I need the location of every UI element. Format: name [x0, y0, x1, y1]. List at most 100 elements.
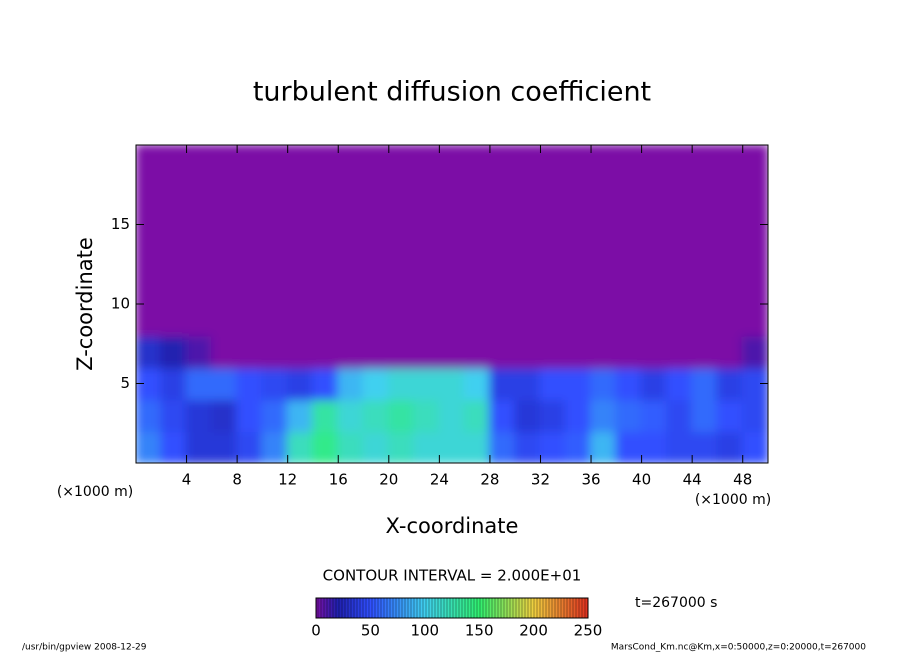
cell [741, 398, 768, 433]
cell [514, 271, 542, 305]
cell [136, 334, 163, 369]
cell [488, 145, 517, 178]
cell [236, 366, 264, 401]
cell [640, 366, 668, 401]
cell [136, 430, 163, 463]
cell [236, 430, 264, 463]
cell [488, 303, 517, 337]
cell [590, 145, 618, 178]
cell [261, 271, 289, 305]
cell [741, 334, 768, 369]
cell [691, 334, 719, 369]
cell [514, 175, 542, 210]
colorbar [315, 597, 589, 619]
cell [261, 207, 289, 242]
x-tick-label: 24 [430, 471, 449, 489]
cell [590, 366, 618, 401]
cell [615, 334, 643, 369]
cell [564, 366, 593, 401]
cell [665, 145, 694, 178]
cell [261, 145, 289, 178]
cell [362, 334, 390, 369]
cell [691, 398, 719, 433]
cell [210, 398, 239, 433]
cell [210, 239, 239, 274]
cell [716, 207, 744, 242]
cell [590, 271, 618, 305]
cell [691, 207, 719, 242]
cell [438, 398, 466, 433]
cell [463, 207, 491, 242]
cell [261, 239, 289, 274]
cell [261, 334, 289, 369]
cell [640, 239, 668, 274]
cell [716, 175, 744, 210]
cell [337, 175, 365, 210]
cell [590, 175, 618, 210]
cell [539, 430, 567, 463]
cell [236, 175, 264, 210]
cell [387, 398, 416, 433]
cell [185, 430, 213, 463]
plot-frame [135, 144, 769, 464]
cell [691, 303, 719, 337]
cell [286, 430, 314, 463]
cell [741, 430, 768, 463]
cell [286, 303, 314, 337]
cell [438, 271, 466, 305]
y-tick-label: 15 [111, 215, 130, 233]
cell [311, 145, 340, 178]
cell [665, 366, 694, 401]
cell [615, 398, 643, 433]
cell [311, 207, 340, 242]
cell [716, 303, 744, 337]
cell [210, 430, 239, 463]
cell [590, 303, 618, 337]
cell [438, 175, 466, 210]
cell [539, 303, 567, 337]
cell [236, 334, 264, 369]
cell [413, 398, 441, 433]
cell [463, 303, 491, 337]
cell [514, 366, 542, 401]
cell [337, 430, 365, 463]
cell [463, 145, 491, 178]
cell [640, 175, 668, 210]
cell [640, 334, 668, 369]
cell [185, 366, 213, 401]
cell [136, 145, 163, 178]
cell [413, 303, 441, 337]
cell [311, 334, 340, 369]
cell [160, 271, 188, 305]
x-tick-label: 20 [379, 471, 398, 489]
cell [286, 334, 314, 369]
cell [185, 239, 213, 274]
cell [716, 366, 744, 401]
cell [185, 271, 213, 305]
cell [160, 303, 188, 337]
cell [615, 239, 643, 274]
cell [387, 239, 416, 274]
cell [615, 366, 643, 401]
cell [615, 207, 643, 242]
cell [236, 239, 264, 274]
colorbar-tick-label: 150 [465, 622, 494, 640]
cell [716, 239, 744, 274]
cell [438, 207, 466, 242]
cell [665, 398, 694, 433]
x-tick-label: 28 [480, 471, 499, 489]
cell [362, 175, 390, 210]
colorbar-tick-label: 250 [574, 622, 603, 640]
cell [362, 430, 390, 463]
cell [210, 366, 239, 401]
y-tick-label: 10 [111, 295, 130, 313]
cell [286, 207, 314, 242]
cell [514, 303, 542, 337]
cell [665, 303, 694, 337]
cell [387, 145, 416, 178]
cell [488, 175, 517, 210]
cell [539, 175, 567, 210]
cell [438, 239, 466, 274]
x-tick-label: 32 [531, 471, 550, 489]
